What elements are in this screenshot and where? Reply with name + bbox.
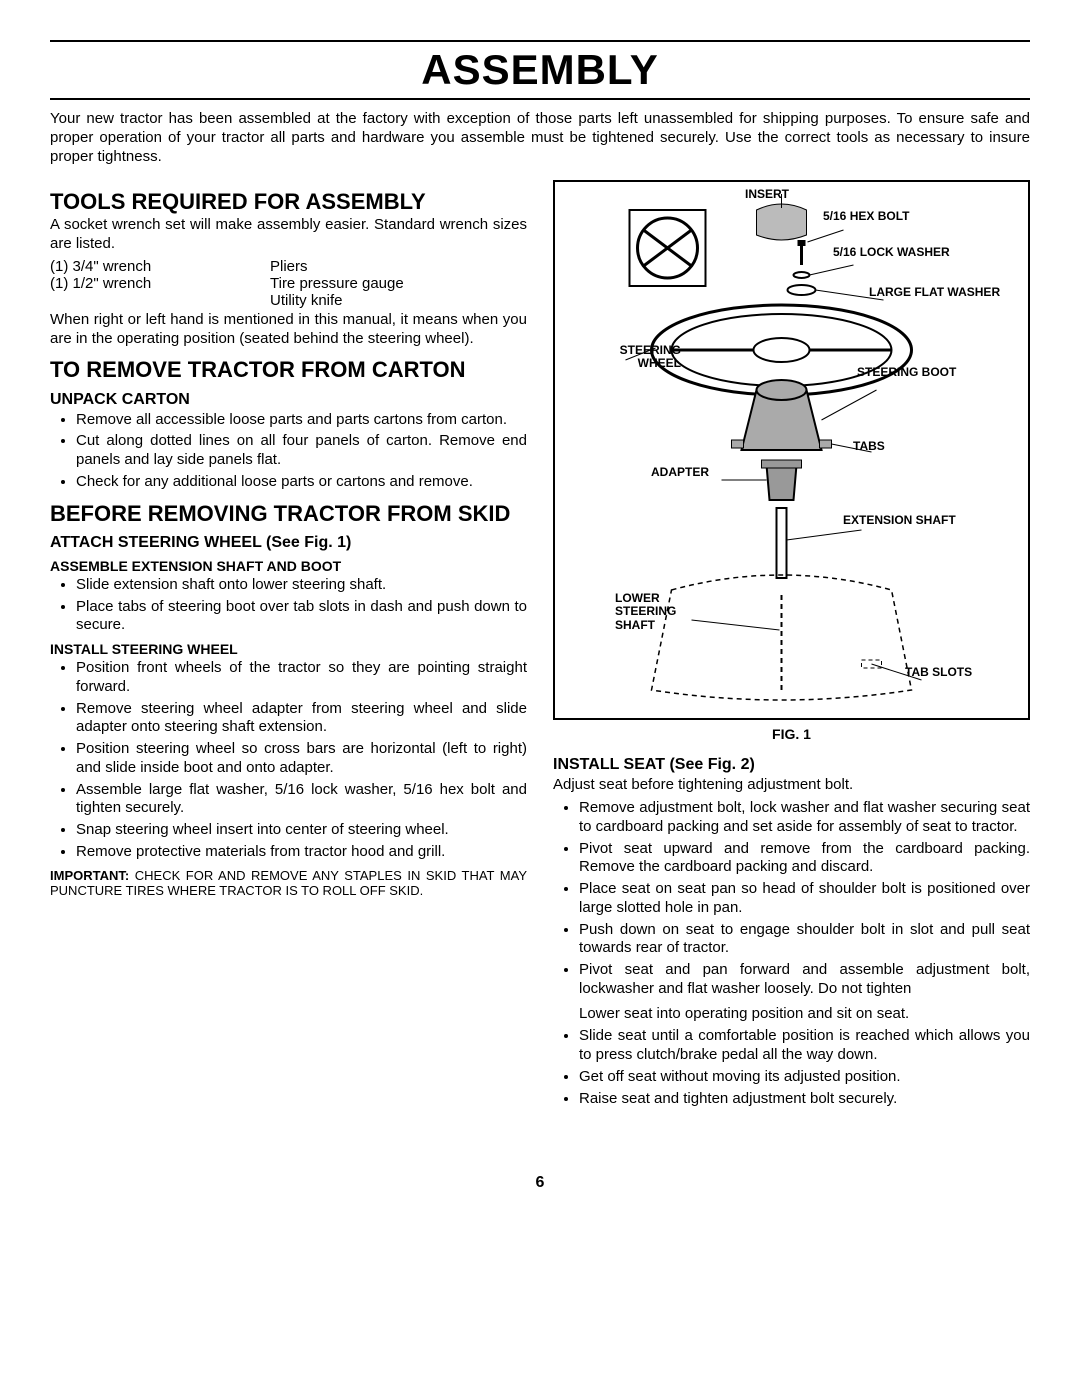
intro-paragraph: Your new tractor has been assembled at t… bbox=[50, 110, 1030, 166]
fig-label-insert: INSERT bbox=[745, 188, 789, 201]
list-item: Check for any additional loose parts or … bbox=[76, 473, 527, 492]
list-item: Place tabs of steering boot over tab slo… bbox=[76, 598, 527, 636]
fig-label-steering-boot: STEERING BOOT bbox=[857, 366, 956, 379]
fig-label-lower-shaft: LOWER STEERING SHAFT bbox=[615, 592, 695, 632]
tool-cell bbox=[50, 292, 270, 309]
tool-cell: Pliers bbox=[270, 258, 527, 275]
hand-note: When right or left hand is mentioned in … bbox=[50, 311, 527, 349]
list-item: Slide seat until a comfortable position … bbox=[579, 1027, 1030, 1065]
install-seat-list: Remove adjustment bolt, lock washer and … bbox=[553, 799, 1030, 999]
left-column: TOOLS REQUIRED FOR ASSEMBLY A socket wre… bbox=[50, 180, 527, 1114]
list-item: Cut along dotted lines on all four panel… bbox=[76, 432, 527, 470]
fig-label-steering-wheel: STEERING WHEEL bbox=[611, 344, 681, 370]
list-item: Remove adjustment bolt, lock washer and … bbox=[579, 799, 1030, 837]
unpack-list: Remove all accessible loose parts and pa… bbox=[50, 411, 527, 492]
page-title: ASSEMBLY bbox=[50, 40, 1030, 100]
list-item: Pivot seat and pan forward and assemble … bbox=[579, 961, 1030, 999]
figure-1: INSERT 5/16 HEX BOLT 5/16 LOCK WASHER LA… bbox=[553, 180, 1030, 720]
fig-label-tabs: TABS bbox=[853, 440, 885, 453]
tool-cell: (1) 3/4" wrench bbox=[50, 258, 270, 275]
list-item: Remove steering wheel adapter from steer… bbox=[76, 700, 527, 738]
figure-caption: FIG. 1 bbox=[553, 726, 1030, 742]
assemble-ext-heading: ASSEMBLE EXTENSION SHAFT AND BOOT bbox=[50, 558, 527, 574]
list-item: Remove protective materials from tractor… bbox=[76, 843, 527, 862]
fig-label-adapter: ADAPTER bbox=[651, 466, 709, 479]
assemble-ext-list: Slide extension shaft onto lower steerin… bbox=[50, 576, 527, 635]
list-item: Assemble large flat washer, 5/16 lock wa… bbox=[76, 781, 527, 819]
tools-heading: TOOLS REQUIRED FOR ASSEMBLY bbox=[50, 190, 527, 214]
install-wheel-list: Position front wheels of the tractor so … bbox=[50, 659, 527, 862]
important-note: IMPORTANT: CHECK FOR AND REMOVE ANY STAP… bbox=[50, 868, 527, 899]
fig-label-tab-slots: TAB SLOTS bbox=[905, 666, 972, 679]
list-item: Get off seat without moving its adjusted… bbox=[579, 1068, 1030, 1087]
install-wheel-heading: INSTALL STEERING WHEEL bbox=[50, 641, 527, 657]
list-item: Place seat on seat pan so head of should… bbox=[579, 880, 1030, 918]
before-heading: BEFORE REMOVING TRACTOR FROM SKID bbox=[50, 502, 527, 526]
list-item: Raise seat and tighten adjustment bolt s… bbox=[579, 1090, 1030, 1109]
tools-intro: A socket wrench set will make assembly e… bbox=[50, 216, 527, 254]
list-item: Position front wheels of the tractor so … bbox=[76, 659, 527, 697]
tool-row: (1) 3/4" wrench Pliers bbox=[50, 258, 527, 275]
tools-table: (1) 3/4" wrench Pliers (1) 1/2" wrench T… bbox=[50, 258, 527, 309]
right-column: INSERT 5/16 HEX BOLT 5/16 LOCK WASHER LA… bbox=[553, 180, 1030, 1114]
list-item: Snap steering wheel insert into center o… bbox=[76, 821, 527, 840]
lower-seat-note: Lower seat into operating position and s… bbox=[579, 1005, 1030, 1024]
install-seat-list-2: Slide seat until a comfortable position … bbox=[553, 1027, 1030, 1108]
remove-heading: TO REMOVE TRACTOR FROM CARTON bbox=[50, 358, 527, 382]
tool-row: Utility knife bbox=[50, 292, 527, 309]
steering-diagram-svg bbox=[563, 190, 1020, 710]
page-number: 6 bbox=[50, 1174, 1030, 1192]
important-label: IMPORTANT: bbox=[50, 868, 129, 883]
tool-cell: (1) 1/2" wrench bbox=[50, 275, 270, 292]
tool-cell: Tire pressure gauge bbox=[270, 275, 527, 292]
list-item: Remove all accessible loose parts and pa… bbox=[76, 411, 527, 430]
list-item: Push down on seat to engage shoulder bol… bbox=[579, 921, 1030, 959]
list-item: Pivot seat upward and remove from the ca… bbox=[579, 840, 1030, 878]
fig-label-extension-shaft: EXTENSION SHAFT bbox=[843, 514, 956, 527]
fig-label-lock-washer: 5/16 LOCK WASHER bbox=[833, 246, 950, 259]
fig-label-flat-washer: LARGE FLAT WASHER bbox=[869, 286, 1000, 299]
tool-row: (1) 1/2" wrench Tire pressure gauge bbox=[50, 275, 527, 292]
unpack-heading: UNPACK CARTON bbox=[50, 391, 527, 409]
tool-cell: Utility knife bbox=[270, 292, 527, 309]
attach-heading: ATTACH STEERING WHEEL (See Fig. 1) bbox=[50, 534, 527, 552]
install-seat-intro: Adjust seat before tightening adjustment… bbox=[553, 776, 1030, 795]
install-seat-heading: INSTALL SEAT (See Fig. 2) bbox=[553, 756, 1030, 774]
fig-label-hex-bolt: 5/16 HEX BOLT bbox=[823, 210, 909, 223]
list-item: Position steering wheel so cross bars ar… bbox=[76, 740, 527, 778]
two-column-layout: TOOLS REQUIRED FOR ASSEMBLY A socket wre… bbox=[50, 180, 1030, 1114]
list-item: Slide extension shaft onto lower steerin… bbox=[76, 576, 527, 595]
